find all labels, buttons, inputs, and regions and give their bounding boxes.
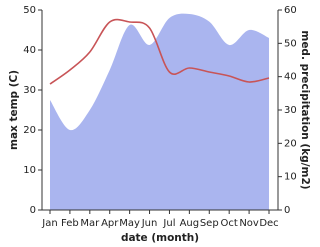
x-tick-label: Jan [41, 218, 57, 229]
y2-tick-label: 40 [284, 72, 297, 83]
y2-tick-label: 0 [284, 205, 290, 216]
y-tick-label: 30 [23, 85, 36, 96]
x-tick-label: Apr [101, 218, 119, 229]
y2-tick-label: 10 [284, 172, 297, 183]
x-tick-label: Aug [180, 218, 200, 229]
temp-line [49, 18, 270, 85]
x-tick-label: Oct [221, 218, 238, 229]
precip-area [50, 13, 269, 211]
x-tick-label: Dec [259, 218, 278, 229]
y-tick-label: 10 [23, 165, 36, 176]
y2-tick-label: 20 [284, 138, 297, 149]
y-tick-label: 0 [30, 205, 36, 216]
y-axis-title: max temp (C) [8, 70, 20, 150]
x-tick-label: Mar [80, 218, 100, 229]
y-tick-label: 20 [23, 125, 36, 136]
y-tick-label: 40 [23, 45, 36, 56]
x-tick-label: Jul [162, 218, 175, 229]
y2-tick-label: 60 [284, 5, 297, 16]
x-axis-title: date (month) [121, 232, 199, 244]
x-tick-label: Feb [61, 218, 79, 229]
x-tick-label: Jun [141, 218, 158, 229]
x-tick-label: Nov [239, 218, 259, 229]
y2-tick-label: 30 [284, 105, 297, 116]
x-tick-label: Sep [200, 218, 219, 229]
y-tick-label: 50 [23, 5, 36, 16]
x-tick-label: May [119, 218, 140, 229]
y2-tick-label: 50 [284, 38, 297, 49]
y2-axis-title: med. precipitation (kg/m2) [299, 30, 311, 189]
